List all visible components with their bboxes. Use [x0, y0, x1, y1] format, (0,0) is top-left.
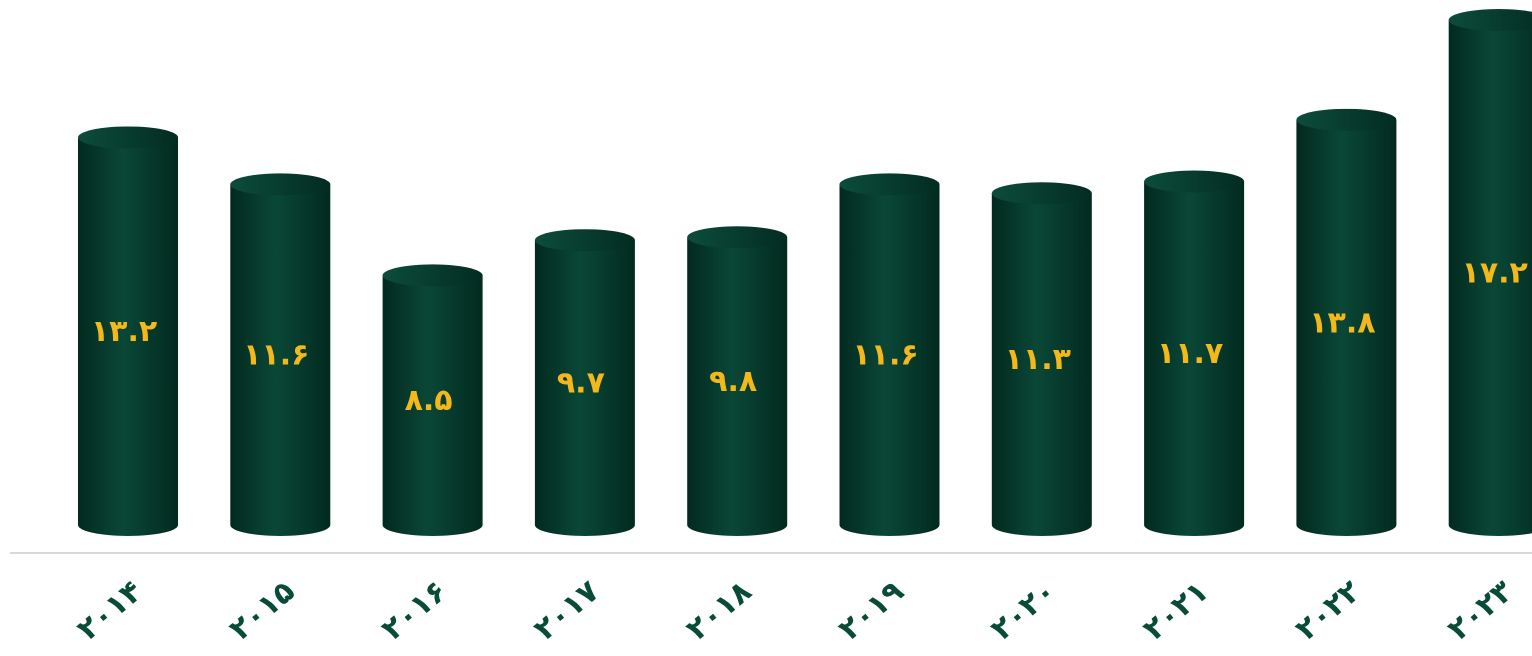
value-label: ۱۱.۳ [1005, 342, 1071, 377]
bar-body [839, 184, 940, 537]
bar-body [78, 137, 178, 536]
value-labels-group: ۱۳.۲ ۱۱.۶ ۸.۵ ۹.۷ ۹.۸ ۱۱.۶ ۱۱.۳ ۱۱.۷ ۱۳.۸ ۱۷.۲ [91, 256, 1528, 419]
bar-top [1448, 9, 1532, 31]
bar [78, 126, 178, 536]
x-tick-label: ۲۰۱۵ [223, 574, 302, 648]
bar [1296, 108, 1397, 537]
value-label: ۱۱.۷ [1157, 336, 1223, 371]
bar-body [534, 240, 635, 537]
x-tick-label: ۲۰۲۰ [984, 574, 1063, 648]
x-tick-label: ۲۰۲۲ [1289, 574, 1368, 648]
bar-body [1296, 119, 1397, 537]
bar-body [1144, 181, 1245, 537]
bar-body [1448, 20, 1532, 536]
value-label: ۱۱.۶ [852, 338, 918, 373]
bar [1448, 9, 1532, 536]
x-tick-label: ۲۰۱۷ [527, 574, 606, 648]
x-tick-label: ۲۰۱۶ [375, 574, 454, 648]
value-label: ۱۷.۲ [1462, 256, 1528, 291]
bar-top [230, 173, 331, 196]
bar [991, 182, 1092, 536]
bar-top [78, 126, 178, 149]
bar [1144, 170, 1245, 537]
bar-body [382, 275, 483, 536]
x-tick-label: ۲۰۱۸ [680, 574, 759, 648]
bar [382, 264, 483, 536]
x-tick-label: ۲۰۲۳ [1441, 574, 1520, 648]
bar-top [382, 264, 483, 287]
value-label: ۸.۵ [405, 383, 453, 418]
bar-top [1144, 170, 1245, 193]
value-label: ۱۳.۸ [1309, 305, 1375, 340]
value-label: ۹.۸ [709, 364, 757, 399]
bar-body [991, 193, 1092, 536]
value-label: ۱۱.۶ [243, 338, 309, 373]
bar-top [687, 226, 788, 249]
bar-top [534, 229, 635, 252]
value-label: ۱۳.۲ [91, 314, 157, 349]
x-tick-labels-group: ۲۰۱۴ ۲۰۱۵ ۲۰۱۶ ۲۰۱۷ ۲۰۱۸ ۲۰۱۹ ۲۰۲۰ ۲۰۲۱ ۲۰۲۲ ۲۰۲۳ [71, 574, 1520, 648]
x-tick-label: ۲۰۲۱ [1137, 574, 1216, 648]
bar-top [991, 182, 1092, 205]
bars-group [78, 9, 1532, 537]
bar [230, 173, 331, 536]
bar [534, 229, 635, 537]
bar-body [687, 237, 788, 537]
bar-top [839, 173, 940, 196]
bar [839, 173, 940, 537]
bar [687, 226, 788, 537]
x-tick-label: ۲۰۱۹ [832, 574, 911, 648]
bar-body [230, 184, 331, 536]
bar-top [1296, 108, 1397, 131]
value-label: ۹.۷ [557, 366, 605, 401]
x-tick-label: ۲۰۱۴ [71, 574, 150, 648]
